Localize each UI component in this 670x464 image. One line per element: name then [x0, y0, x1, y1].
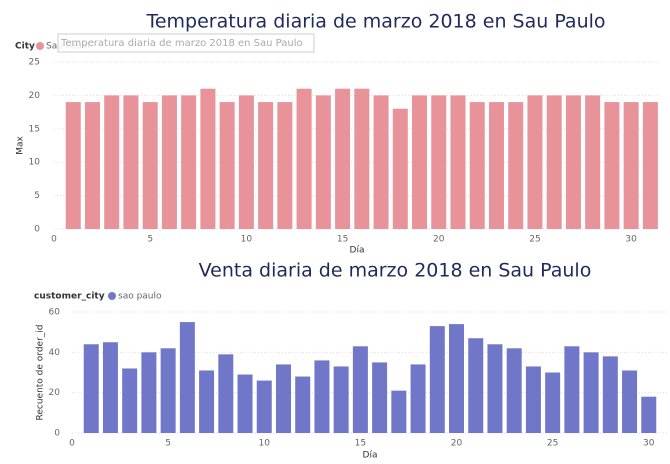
- legend-marker: [108, 292, 116, 300]
- legend-marker: [36, 42, 44, 50]
- bar: [219, 102, 235, 229]
- y-tick-label: 0: [54, 429, 60, 439]
- tooltip-text: Temperatura diaria de marzo 2018 en Sau …: [60, 38, 303, 49]
- y-tick-label: 20: [49, 388, 61, 398]
- bar: [352, 346, 368, 433]
- bar: [602, 356, 618, 433]
- legend-title: City: [15, 42, 35, 52]
- bar: [315, 95, 331, 230]
- y-tick-label: 40: [49, 348, 61, 358]
- bar: [564, 346, 580, 433]
- bar: [450, 95, 466, 230]
- bar: [83, 344, 99, 433]
- bar: [141, 352, 157, 433]
- bar: [545, 372, 561, 433]
- x-tick-label: 20: [433, 235, 445, 245]
- bar: [160, 348, 176, 433]
- y-axis-title: Recuento de order_id: [36, 325, 46, 421]
- bar: [354, 88, 370, 229]
- bar: [296, 88, 312, 229]
- bar: [508, 102, 524, 229]
- bar: [335, 88, 351, 229]
- bar: [468, 338, 484, 433]
- x-tick-label: 15: [337, 235, 348, 245]
- bar: [449, 324, 465, 433]
- bar: [604, 102, 620, 229]
- bar: [295, 376, 311, 433]
- bar: [585, 95, 601, 230]
- bar: [565, 95, 581, 230]
- bar: [333, 366, 349, 433]
- bar: [277, 102, 293, 229]
- y-tick-label: 15: [29, 124, 40, 134]
- x-tick-label: 10: [241, 235, 253, 245]
- bar: [199, 370, 215, 433]
- y-tick-label: 25: [29, 58, 40, 68]
- y-tick-label: 5: [34, 191, 40, 201]
- bar: [218, 354, 234, 433]
- bar: [65, 102, 81, 229]
- bar: [104, 95, 120, 230]
- bar: [123, 95, 139, 230]
- bar: [431, 95, 447, 230]
- y-tick-label: 10: [29, 158, 41, 168]
- bar: [256, 380, 272, 433]
- bar: [238, 95, 254, 230]
- x-axis-title: Día: [350, 246, 365, 256]
- x-tick-label: 25: [529, 235, 540, 245]
- x-tick-label: 15: [355, 439, 366, 449]
- legend-label: sao paulo: [118, 292, 162, 302]
- legend-title: customer_city: [34, 292, 105, 302]
- x-tick-label: 5: [165, 439, 171, 449]
- tooltip-box: [57, 33, 315, 53]
- chart-title: Temperatura diaria de marzo 2018 en Sau …: [145, 11, 605, 33]
- bar: [391, 390, 407, 433]
- bar: [84, 102, 100, 229]
- x-tick-label: 0: [51, 235, 57, 245]
- bar: [237, 374, 253, 433]
- x-tick-label: 30: [643, 439, 655, 449]
- bar: [488, 102, 504, 229]
- bar: [641, 396, 657, 433]
- chart-title: Venta diaria de marzo 2018 en Sau Paulo: [199, 260, 592, 282]
- bar: [525, 366, 541, 433]
- x-tick-label: 30: [625, 235, 637, 245]
- bar: [623, 102, 639, 229]
- bar: [392, 108, 408, 229]
- bar: [546, 95, 562, 230]
- bar: [642, 102, 658, 229]
- y-tick-label: 0: [34, 225, 40, 235]
- bar: [487, 344, 503, 433]
- bar: [200, 88, 216, 229]
- x-tick-label: 5: [147, 235, 153, 245]
- y-axis-title: Max: [16, 136, 26, 155]
- bar: [314, 360, 330, 433]
- y-tick-label: 20: [29, 91, 41, 101]
- bar: [179, 322, 195, 433]
- x-axis-title: Día: [363, 451, 378, 461]
- bar: [373, 95, 389, 230]
- bar: [506, 348, 522, 433]
- bar: [412, 95, 428, 230]
- x-tick-label: 0: [69, 439, 75, 449]
- bar: [410, 364, 426, 433]
- bar: [622, 370, 638, 433]
- bar: [372, 362, 388, 433]
- x-tick-label: 20: [451, 439, 463, 449]
- y-tick-label: 60: [49, 308, 61, 318]
- bar: [142, 102, 158, 229]
- bar: [181, 95, 197, 230]
- bar: [161, 95, 177, 230]
- bar: [429, 326, 445, 433]
- x-tick-label: 10: [259, 439, 271, 449]
- bar: [469, 102, 485, 229]
- x-tick-label: 25: [547, 439, 558, 449]
- bar: [275, 364, 291, 433]
- bar: [258, 102, 274, 229]
- bar: [102, 342, 118, 433]
- bar: [122, 368, 138, 433]
- bar: [583, 352, 599, 433]
- bar: [527, 95, 543, 230]
